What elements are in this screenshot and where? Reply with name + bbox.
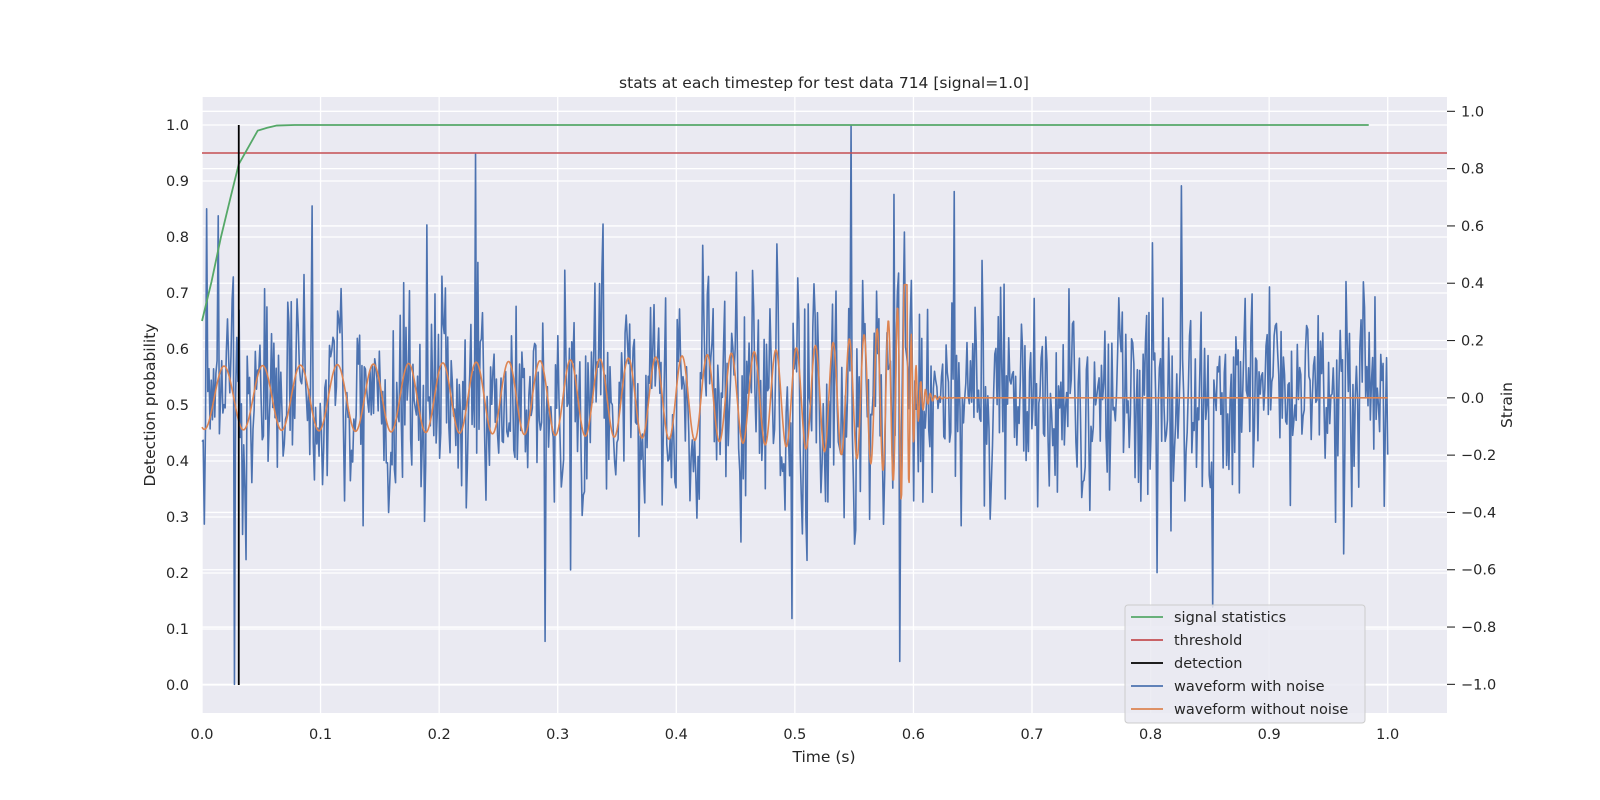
x-tick-label-2: 0.2 (428, 727, 451, 743)
x-tick-label-9: 0.9 (1258, 727, 1281, 743)
y-right-tick-label-1: −0.8 (1461, 620, 1496, 636)
y-right-tick-label-4: −0.2 (1461, 448, 1496, 464)
x-tick-label-6: 0.6 (902, 727, 925, 743)
y-right-tick-label-7: 0.4 (1461, 276, 1484, 292)
x-tick-label-7: 0.7 (1020, 727, 1043, 743)
y-tick-label-5: 0.5 (166, 398, 189, 414)
x-tick-label-3: 0.3 (546, 727, 569, 743)
legend-label-threshold: threshold (1174, 633, 1242, 649)
y-right-tick-label-0: −1.0 (1461, 677, 1496, 693)
y-tick-label-10: 1.0 (166, 118, 189, 134)
y-right-tick-label-8: 0.6 (1461, 219, 1484, 235)
legend-box (1124, 604, 1366, 724)
y-axis-right-label: Strain (1498, 382, 1516, 428)
y-axis-label: Detection probability (141, 324, 159, 487)
series-layer (201, 124, 1447, 686)
x-tick-label-4: 0.4 (665, 727, 688, 743)
y-tick-label-8: 0.8 (166, 230, 189, 246)
y-tick-label-2: 0.2 (166, 566, 189, 582)
series-signal-statistics (201, 124, 1369, 322)
left-y-axis: 0.0 0.1 0.2 0.3 0.4 0.5 0.6 0.7 0.8 0.9 1.0 (166, 118, 189, 694)
y-right-tick-label-5: 0.0 (1461, 391, 1484, 407)
y-right-tick-label-2: −0.6 (1461, 563, 1496, 579)
y-tick-label-7: 0.7 (166, 286, 189, 302)
y-right-tick-label-10: 1.0 (1461, 104, 1484, 120)
y-right-tick-label-9: 0.8 (1461, 162, 1484, 178)
legend-label-waveform-with-noise: waveform with noise (1174, 679, 1325, 695)
y-tick-label-1: 0.1 (166, 622, 189, 638)
x-tick-label-8: 0.8 (1139, 727, 1162, 743)
chart-title: stats at each timestep for test data 714… (619, 74, 1029, 92)
legend: signal statistics threshold detection wa… (1124, 604, 1366, 724)
x-tick-label-5: 0.5 (783, 727, 806, 743)
y-tick-label-4: 0.4 (166, 454, 189, 470)
y-right-tick-label-3: −0.4 (1461, 505, 1496, 521)
legend-label-signal-statistics: signal statistics (1174, 610, 1286, 626)
x-tick-label-1: 0.1 (309, 727, 332, 743)
y-tick-label-6: 0.6 (166, 342, 189, 358)
legend-label-waveform-without-noise: waveform without noise (1174, 702, 1348, 718)
y-tick-label-3: 0.3 (166, 510, 189, 526)
x-axis-label: Time (s) (791, 748, 855, 766)
right-y-axis: −1.0 −0.8 −0.6 −0.4 −0.2 0.0 0.2 0.4 0.6 0.8 1.0 (1447, 104, 1496, 693)
legend-label-detection: detection (1174, 656, 1242, 672)
x-tick-label-0: 0.0 (190, 727, 213, 743)
y-tick-label-0: 0.0 (166, 678, 189, 694)
y-tick-label-9: 0.9 (166, 174, 189, 190)
series-waveform-without-noise (201, 283, 1388, 500)
y-right-tick-label-6: 0.2 (1461, 334, 1484, 350)
x-tick-label-10: 1.0 (1376, 727, 1399, 743)
x-axis: 0.0 0.1 0.2 0.3 0.4 0.5 0.6 0.7 0.8 0.9 1.0 (190, 727, 1399, 743)
